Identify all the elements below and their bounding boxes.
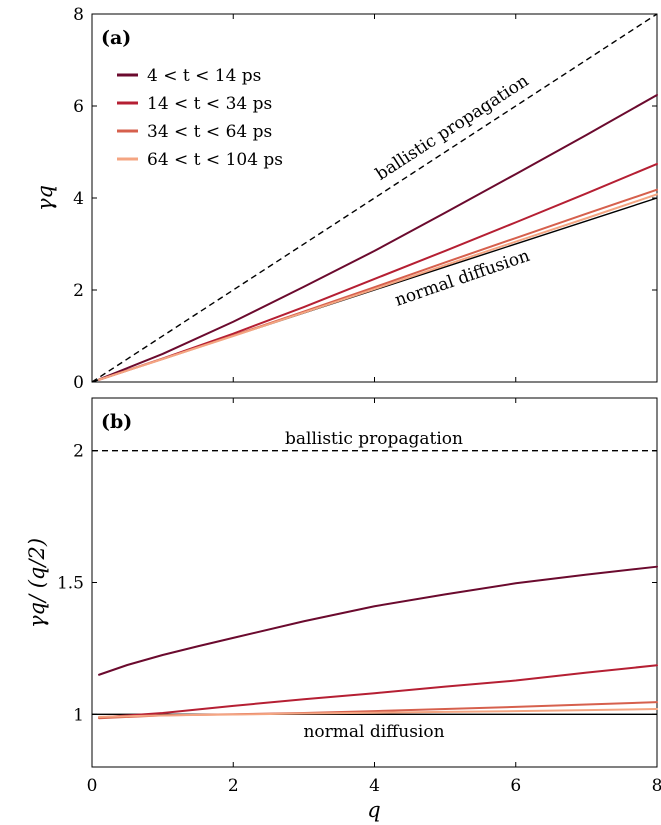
panel-b-series-line-1	[98, 565, 658, 676]
panel-b-x-tick-label: 2	[228, 776, 239, 796]
panel-b-y-tick-label: 2	[73, 442, 84, 462]
panel-b-series	[98, 565, 658, 720]
panel-a-reference-ballistic	[91, 13, 658, 383]
legend-label-3: 34 < t < 64 ps	[147, 122, 272, 142]
panel-a-y-tick-label: 2	[73, 281, 84, 301]
panel-a: 0 2 4 6 8 (a) 4 < t < 14 ps 14 < t < 34 ps 34 …	[33, 5, 658, 393]
panel-a-label: (a)	[101, 27, 131, 49]
panel-b: 0 2 4 6 8 1 1.5 2 (b) ballistic propagation nor…	[25, 397, 661, 822]
panel-b-y-tick-label: 1	[73, 705, 84, 725]
panel-b-y-tick-label: 1.5	[57, 574, 84, 594]
panel-a-series-line-4	[98, 193, 658, 381]
panel-a-legend: 4 < t < 14 ps 14 < t < 34 ps 34 < t < 64 p…	[117, 66, 283, 170]
panel-a-y-tick-label: 4	[73, 189, 84, 209]
panel-b-x-tick-label: 0	[87, 776, 98, 796]
panel-b-y-axis-label-text: γq/ (q/2)	[25, 538, 49, 628]
panel-b-x-axis-label: q	[367, 798, 380, 822]
panel-a-ticks: 0 2 4 6 8	[73, 5, 658, 393]
panel-a-y-tick-label: 6	[73, 97, 84, 117]
panel-b-x-tick-label: 4	[369, 776, 380, 796]
panel-b-ticks: 0 2 4 6 8 1 1.5 2	[57, 398, 661, 796]
panel-b-label: (b)	[101, 411, 132, 433]
panel-b-annotation-ballistic: ballistic propagation	[285, 429, 463, 449]
panel-b-annotation-diffusion: normal diffusion	[303, 722, 444, 742]
legend-label-2: 14 < t < 34 ps	[147, 94, 272, 114]
legend-label-1: 4 < t < 14 ps	[147, 66, 261, 86]
panel-b-x-tick-label: 8	[652, 776, 661, 796]
panel-b-series-line-4	[98, 708, 658, 718]
panel-a-annotation-ballistic: ballistic propagation	[372, 71, 532, 185]
panel-a-series-line-1	[98, 93, 658, 381]
panel-a-series	[98, 93, 658, 381]
legend-label-4: 64 < t < 104 ps	[147, 150, 283, 170]
panel-b-series-line-2	[98, 664, 658, 719]
panel-a-y-tick-label: 8	[73, 5, 84, 25]
panel-a-y-tick-label: 0	[73, 373, 84, 393]
panel-b-y-axis-label: γq/ (q/2)	[25, 538, 49, 628]
panel-a-y-axis-label: γq	[33, 185, 57, 211]
panel-b-x-tick-label: 6	[510, 776, 521, 796]
